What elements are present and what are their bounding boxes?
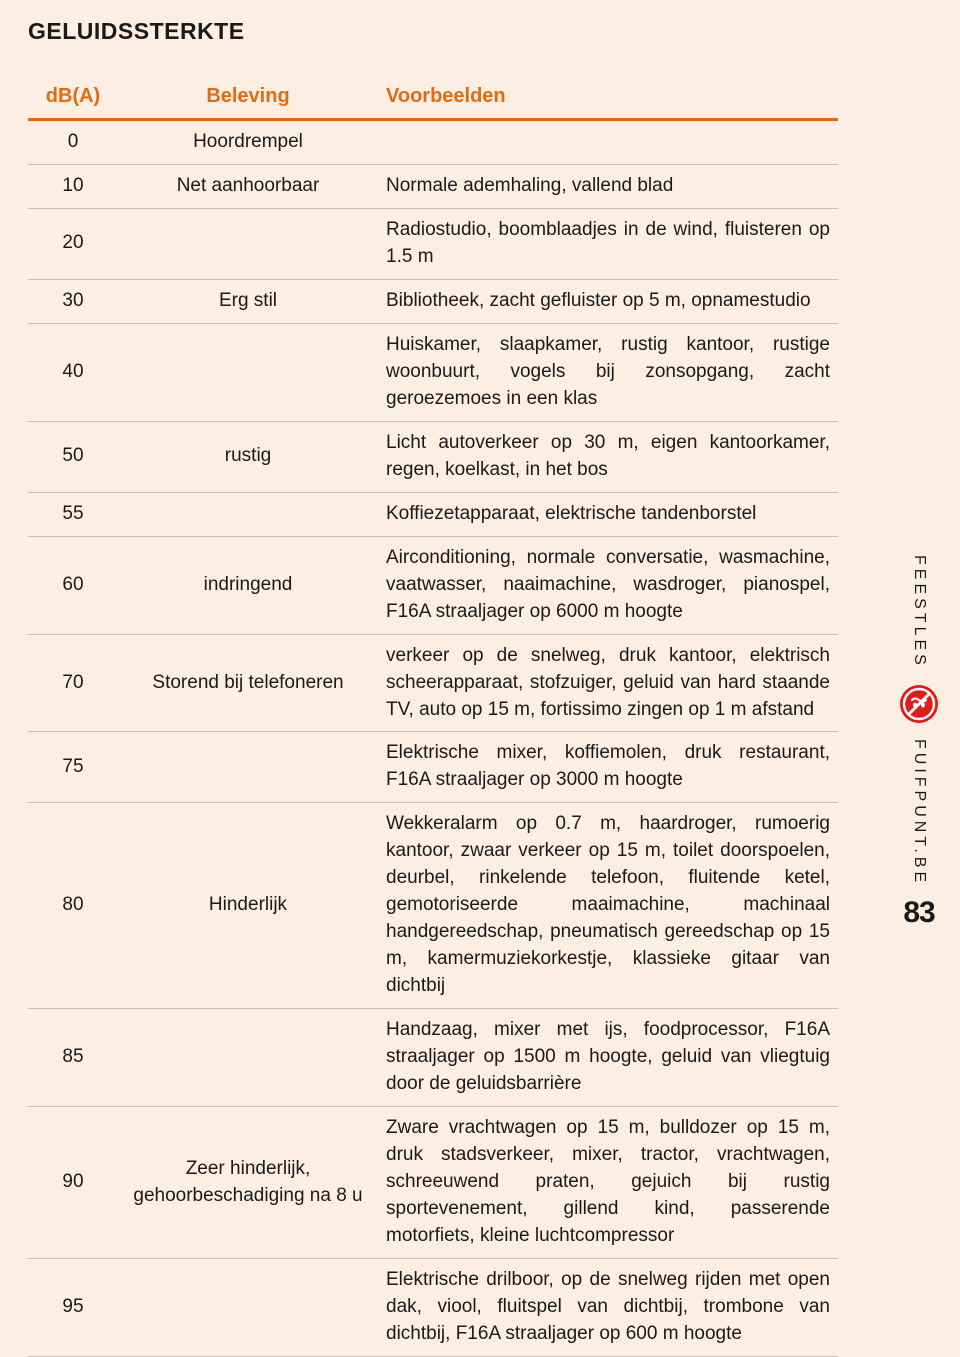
cell-db: 30 [28,279,118,323]
cell-voorbeelden: Airconditioning, normale conversatie, wa… [378,536,838,634]
cell-voorbeelden: Zware vrachtwagen op 15 m, bulldozer op … [378,1107,838,1259]
cell-beleving: Hinderlijk [118,803,378,1009]
cell-voorbeelden: Wekkeralarm op 0.7 m, haardroger, rumoer… [378,803,838,1009]
cell-beleving: Erg stil [118,279,378,323]
cell-voorbeelden: Normale ademhaling, vallend blad [378,164,838,208]
cell-beleving [118,208,378,279]
cell-beleving [118,732,378,803]
cell-voorbeelden: Koffiezetapparaat, elektrische tandenbor… [378,492,838,536]
cell-voorbeelden: Licht autoverkeer op 30 m, eigen kantoor… [378,421,838,492]
cell-db: 20 [28,208,118,279]
sidebar: FEESTLES FUIFPUNT.BE 83 [900,555,938,930]
cell-beleving: Hoordrempel [118,120,378,165]
page-number: 83 [903,896,934,930]
col-header-voorbeelden: Voorbeelden [378,79,838,120]
cell-voorbeelden [378,120,838,165]
cell-db: 40 [28,323,118,421]
table-row: 30Erg stilBibliotheek, zacht gefluister … [28,279,838,323]
cell-beleving: Zeer hinderlijk, gehoorbeschadiging na 8… [118,1107,378,1259]
cell-db: 70 [28,634,118,732]
cell-db: 60 [28,536,118,634]
cell-db: 75 [28,732,118,803]
table-row: 80HinderlijkWekkeralarm op 0.7 m, haardr… [28,803,838,1009]
cell-beleving [118,492,378,536]
prohibition-icon [900,685,938,723]
cell-voorbeelden: Handzaag, mixer met ijs, foodprocessor, … [378,1009,838,1107]
cell-beleving [118,323,378,421]
table-row: 50rustigLicht autoverkeer op 30 m, eigen… [28,421,838,492]
cell-db: 55 [28,492,118,536]
cell-voorbeelden: verkeer op de snelweg, druk kantoor, ele… [378,634,838,732]
table-row: 95 Elektrische drilboor, op de snelweg ri… [28,1258,838,1356]
cell-voorbeelden: Huiskamer, slaapkamer, rustig kantoor, r… [378,323,838,421]
table-row: 60indringendAirconditioning, normale con… [28,536,838,634]
cell-voorbeelden: Elektrische drilboor, op de snelweg rijd… [378,1258,838,1356]
cell-beleving [118,1009,378,1107]
cell-db: 95 [28,1258,118,1356]
cell-db: 50 [28,421,118,492]
cell-beleving: rustig [118,421,378,492]
table-row: 55 Koffiezetapparaat, elektrische tandenb… [28,492,838,536]
table-row: 85 Handzaag, mixer met ijs, foodprocessor… [28,1009,838,1107]
table-row: 20 Radiostudio, boomblaadjes in de wind, … [28,208,838,279]
page-title: GELUIDSSTERKTE [28,18,932,45]
table-row: 0Hoordrempel [28,120,838,165]
table-header-row: dB(A) Beleving Voorbeelden [28,79,838,120]
cell-voorbeelden: Bibliotheek, zacht gefluister op 5 m, op… [378,279,838,323]
table-row: 10Net aanhoorbaarNormale ademhaling, val… [28,164,838,208]
cell-db: 0 [28,120,118,165]
cell-voorbeelden: Elektrische mixer, koffiemolen, druk res… [378,732,838,803]
table-row: 70Storend bij telefonerenverkeer op de s… [28,634,838,732]
col-header-beleving: Beleving [118,79,378,120]
cell-db: 85 [28,1009,118,1107]
col-header-db: dB(A) [28,79,118,120]
sound-table: dB(A) Beleving Voorbeelden 0Hoordrempel … [28,79,838,1357]
table-body: 0Hoordrempel 10Net aanhoorbaarNormale ad… [28,120,838,1357]
sidebar-label-top: FEESTLES [910,555,928,669]
cell-db: 80 [28,803,118,1009]
cell-beleving: Storend bij telefoneren [118,634,378,732]
cell-db: 90 [28,1107,118,1259]
table-row: 90Zeer hinderlijk, gehoorbeschadiging na… [28,1107,838,1259]
cell-beleving [118,1258,378,1356]
cell-beleving: Net aanhoorbaar [118,164,378,208]
sidebar-label-bottom: FUIFPUNT.BE [910,739,928,886]
cell-db: 10 [28,164,118,208]
table-row: 75 Elektrische mixer, koffiemolen, druk r… [28,732,838,803]
cell-voorbeelden: Radiostudio, boomblaadjes in de wind, fl… [378,208,838,279]
table-row: 40 Huiskamer, slaapkamer, rustig kantoor,… [28,323,838,421]
cell-beleving: indringend [118,536,378,634]
